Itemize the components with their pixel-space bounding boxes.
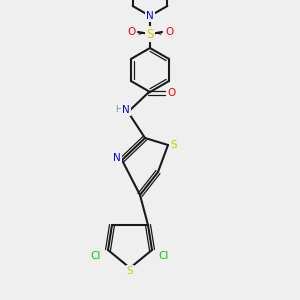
Text: S: S (171, 140, 177, 150)
Text: O: O (165, 27, 173, 37)
Text: N: N (113, 153, 121, 163)
Text: S: S (127, 266, 133, 276)
Text: H: H (115, 106, 122, 115)
Text: N: N (146, 11, 154, 21)
Text: O: O (168, 88, 176, 98)
Text: S: S (146, 28, 154, 40)
Text: Cl: Cl (159, 251, 169, 261)
Text: N: N (122, 105, 130, 115)
Text: O: O (127, 27, 135, 37)
Text: Cl: Cl (91, 251, 101, 261)
